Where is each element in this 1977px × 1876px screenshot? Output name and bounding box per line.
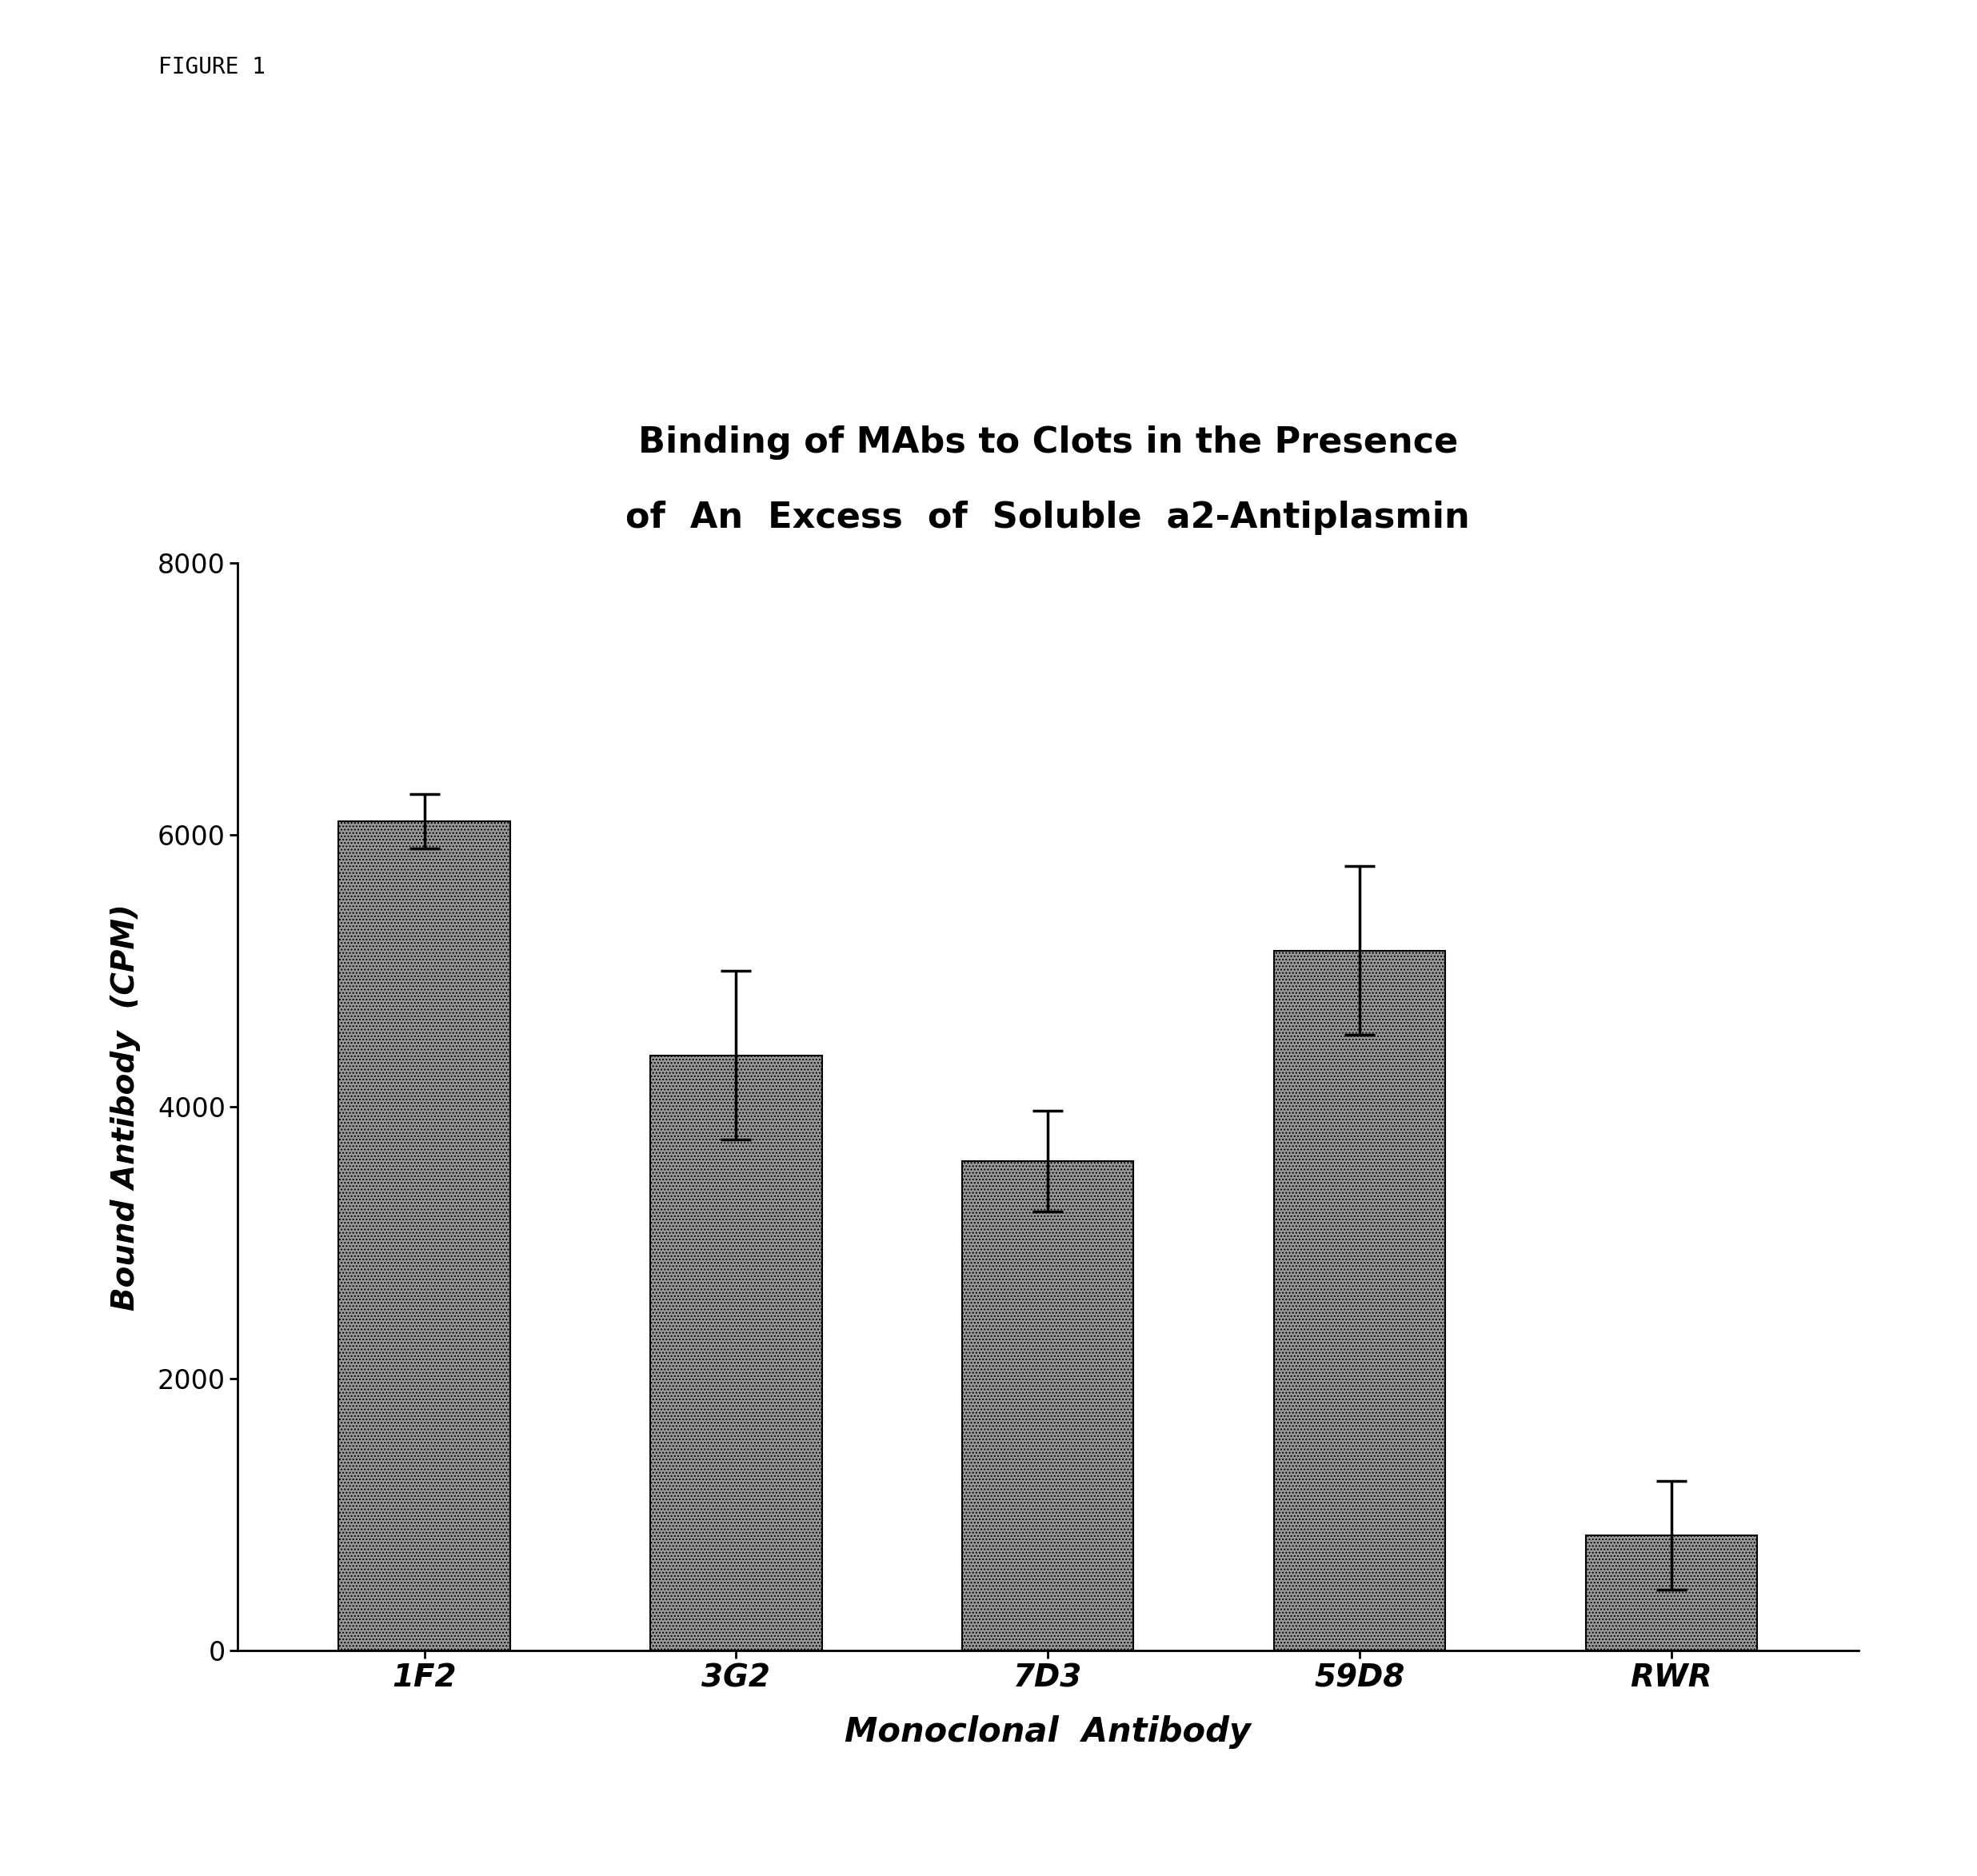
Bar: [650, 1054, 822, 1651]
Bar: [963, 1161, 1133, 1651]
Text: of  An  Excess  of  Soluble  a2-Antiplasmin: of An Excess of Soluble a2-Antiplasmin: [625, 501, 1471, 535]
Text: FIGURE 1: FIGURE 1: [158, 56, 265, 79]
Y-axis label: Bound Antibody  (CPM): Bound Antibody (CPM): [111, 904, 140, 1309]
Bar: [1273, 951, 1445, 1651]
Bar: [1586, 1535, 1758, 1651]
X-axis label: Monoclonal  Antibody: Monoclonal Antibody: [844, 1715, 1251, 1748]
Bar: [338, 822, 510, 1651]
Text: Binding of MAbs to Clots in the Presence: Binding of MAbs to Clots in the Presence: [639, 426, 1457, 460]
